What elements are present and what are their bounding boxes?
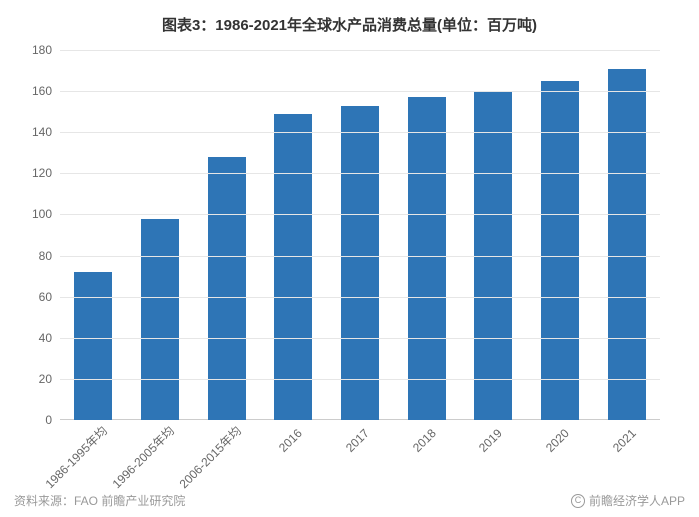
watermark-text: 前瞻经济学人APP <box>589 492 685 509</box>
bar-slot <box>593 50 660 420</box>
x-tick-label: 2020 <box>543 426 572 455</box>
watermark: C 前瞻经济学人APP <box>571 492 685 509</box>
x-tick-label: 2019 <box>476 426 505 455</box>
y-tick-label: 0 <box>20 413 60 427</box>
x-tick-label: 2017 <box>343 426 372 455</box>
x-tick-label: 2021 <box>610 426 639 455</box>
grid-line <box>60 379 660 380</box>
bar-slot <box>460 50 527 420</box>
y-tick-label: 60 <box>20 290 60 304</box>
grid-line <box>60 173 660 174</box>
x-tick-label: 2016 <box>276 426 305 455</box>
chart-footer: 资料来源：FAO 前瞻产业研究院 C 前瞻经济学人APP <box>14 492 685 509</box>
grid-line <box>60 297 660 298</box>
y-tick-label: 140 <box>20 125 60 139</box>
x-label-slot: 2021 <box>593 420 660 490</box>
x-label-slot: 2016 <box>260 420 327 490</box>
bar-slot <box>393 50 460 420</box>
bar-slot <box>60 50 127 420</box>
x-label-slot: 2017 <box>327 420 394 490</box>
bar <box>274 114 312 420</box>
bar <box>608 69 646 421</box>
plot-area: 1986-1995年均1996-2005年均2006-2015年均2016201… <box>60 50 660 420</box>
y-tick-label: 180 <box>20 43 60 57</box>
y-tick-label: 80 <box>20 249 60 263</box>
x-label-slot: 2018 <box>393 420 460 490</box>
bar <box>208 157 246 420</box>
bar <box>141 219 179 420</box>
bar <box>341 106 379 421</box>
y-tick-label: 160 <box>20 84 60 98</box>
grid-line <box>60 50 660 51</box>
bar <box>408 97 446 420</box>
y-tick-label: 20 <box>20 372 60 386</box>
chart-container: 图表3：1986-2021年全球水产品消费总量(单位：百万吨) 1986-199… <box>0 0 699 517</box>
x-tick-label: 2018 <box>410 426 439 455</box>
y-tick-label: 100 <box>20 207 60 221</box>
bar <box>74 272 112 420</box>
grid-line <box>60 132 660 133</box>
bars-group <box>60 50 660 420</box>
grid-line <box>60 338 660 339</box>
bar-slot <box>527 50 594 420</box>
x-label-slot: 2020 <box>527 420 594 490</box>
chart-title: 图表3：1986-2021年全球水产品消费总量(单位：百万吨) <box>0 0 699 35</box>
x-label-slot: 2006-2015年均 <box>193 420 260 490</box>
bar-slot <box>127 50 194 420</box>
x-labels-group: 1986-1995年均1996-2005年均2006-2015年均2016201… <box>60 420 660 490</box>
grid-line <box>60 214 660 215</box>
x-tick-label: 1986-1995年均 <box>42 422 112 492</box>
bar-slot <box>193 50 260 420</box>
source-label: 资料来源：FAO 前瞻产业研究院 <box>14 492 185 509</box>
y-tick-label: 120 <box>20 166 60 180</box>
y-tick-label: 40 <box>20 331 60 345</box>
copyright-icon: C <box>571 494 585 508</box>
grid-line <box>60 256 660 257</box>
bar-slot <box>327 50 394 420</box>
x-label-slot: 2019 <box>460 420 527 490</box>
grid-line <box>60 91 660 92</box>
bar-slot <box>260 50 327 420</box>
